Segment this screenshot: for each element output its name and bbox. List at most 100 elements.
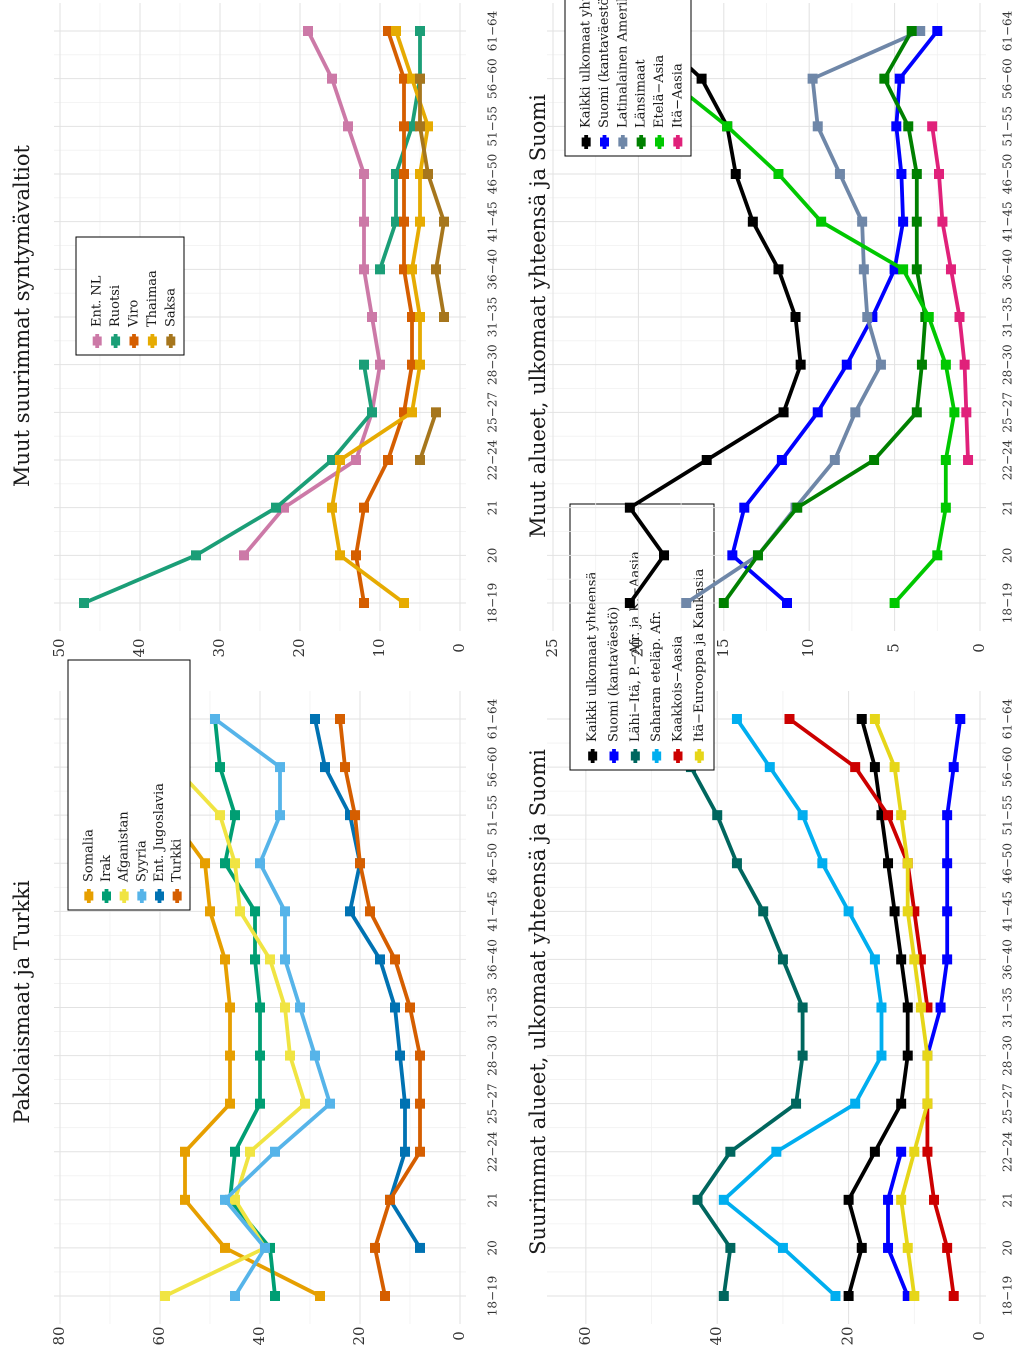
data-point: [260, 1242, 270, 1253]
data-point: [415, 73, 425, 84]
data-point: [797, 810, 808, 821]
data-point: [954, 312, 965, 322]
data-point: [797, 1002, 808, 1013]
series-saharan-eteläp-afr-: [718, 714, 887, 1301]
data-point: [351, 455, 361, 465]
data-point: [816, 216, 827, 227]
data-point: [250, 906, 260, 917]
age-tick-label: 22−24: [1001, 439, 1015, 480]
data-point: [915, 954, 926, 965]
data-point: [399, 264, 409, 275]
age-tick-label: 31−35: [1001, 297, 1015, 338]
data-point: [747, 216, 758, 227]
data-point: [869, 954, 880, 965]
age-tick-label: 31−35: [486, 297, 500, 338]
data-point: [315, 1291, 325, 1301]
data-point: [415, 455, 425, 465]
data-point: [869, 1146, 880, 1157]
series-line: [886, 1149, 910, 1298]
age-tick-label: 36−40: [486, 249, 500, 290]
legend-label: Suomi (kantaväestö): [597, 0, 612, 128]
data-point: [784, 714, 795, 724]
data-point: [935, 1002, 946, 1013]
data-point: [399, 407, 409, 418]
data-point: [191, 550, 201, 561]
data-point: [883, 1194, 894, 1205]
data-point: [915, 1002, 926, 1013]
value-tick-label: 40: [130, 638, 148, 657]
value-tick-label: 40: [250, 1326, 268, 1345]
series-turkki: [335, 714, 425, 1301]
data-point: [843, 1194, 854, 1205]
data-point: [624, 598, 635, 608]
data-point: [275, 810, 285, 821]
data-point: [795, 359, 806, 370]
data-point: [922, 1098, 933, 1109]
data-point: [862, 312, 873, 322]
panel-suurimmat-alueet: 0 20 40 60 18−19 20 21 22−24 25−27 28−30 31−35 36−4…: [526, 503, 1015, 1346]
data-point: [399, 169, 409, 179]
legend-key-marker: [155, 891, 164, 901]
data-point: [891, 121, 902, 132]
data-point: [439, 312, 449, 322]
age-tick-label: 51−55: [486, 795, 500, 836]
data-point: [407, 264, 417, 275]
data-point: [359, 598, 369, 608]
data-point: [390, 954, 400, 965]
data-point: [875, 359, 886, 370]
data-point: [391, 26, 401, 36]
data-point: [415, 1242, 425, 1253]
age-tick-label: 18−19: [1001, 1276, 1015, 1317]
data-point: [225, 1050, 235, 1061]
legend-label: Afganistan: [117, 811, 132, 883]
data-point: [834, 169, 845, 179]
data-point: [843, 1291, 854, 1301]
data-point: [876, 1002, 887, 1013]
panel-muut-alueet: 0 5 10 15 20 25 18−19 20 21 22−24 25−27 28−30 31−35 3…: [526, 0, 1015, 658]
age-tick-label: 56−60: [1001, 58, 1015, 99]
data-point: [850, 407, 861, 418]
data-point: [359, 264, 369, 275]
data-point: [327, 73, 337, 84]
data-point: [215, 762, 225, 773]
data-point: [718, 1194, 729, 1205]
data-point: [777, 1242, 788, 1253]
data-point: [909, 906, 920, 917]
data-point: [856, 714, 867, 724]
age-tick-label: 56−60: [486, 58, 500, 99]
data-point: [911, 407, 922, 418]
age-tick-label: 31−35: [1001, 987, 1015, 1028]
data-point: [948, 1291, 959, 1301]
data-point: [731, 714, 742, 724]
data-point: [405, 1002, 415, 1013]
legend-key-marker: [630, 751, 640, 761]
data-point: [415, 1146, 425, 1157]
value-tick-label: 5: [885, 643, 903, 653]
data-point: [909, 1291, 920, 1301]
data-point: [777, 954, 788, 965]
legend-key-marker: [618, 137, 628, 147]
data-point: [380, 1291, 390, 1301]
data-point: [934, 169, 945, 179]
data-point: [255, 1002, 265, 1013]
legend-key-marker: [652, 751, 662, 761]
legend-key-marker: [673, 751, 683, 761]
legend-key-marker: [147, 336, 157, 346]
data-point: [351, 550, 361, 561]
age-tick-label: 51−55: [1001, 795, 1015, 836]
data-point: [300, 1098, 310, 1109]
data-point: [220, 858, 230, 869]
age-tick-label: 28−30: [1001, 344, 1015, 385]
value-tick-label: 50: [50, 638, 68, 657]
data-point: [303, 26, 313, 36]
data-point: [722, 121, 733, 132]
data-point: [883, 858, 894, 869]
data-point: [896, 810, 907, 821]
age-tick-label: 36−40: [1001, 939, 1015, 980]
data-point: [220, 1194, 230, 1205]
data-point: [701, 455, 712, 465]
data-point: [879, 73, 890, 84]
legend-key-marker: [609, 751, 619, 761]
data-point: [889, 264, 900, 275]
data-point: [829, 455, 840, 465]
